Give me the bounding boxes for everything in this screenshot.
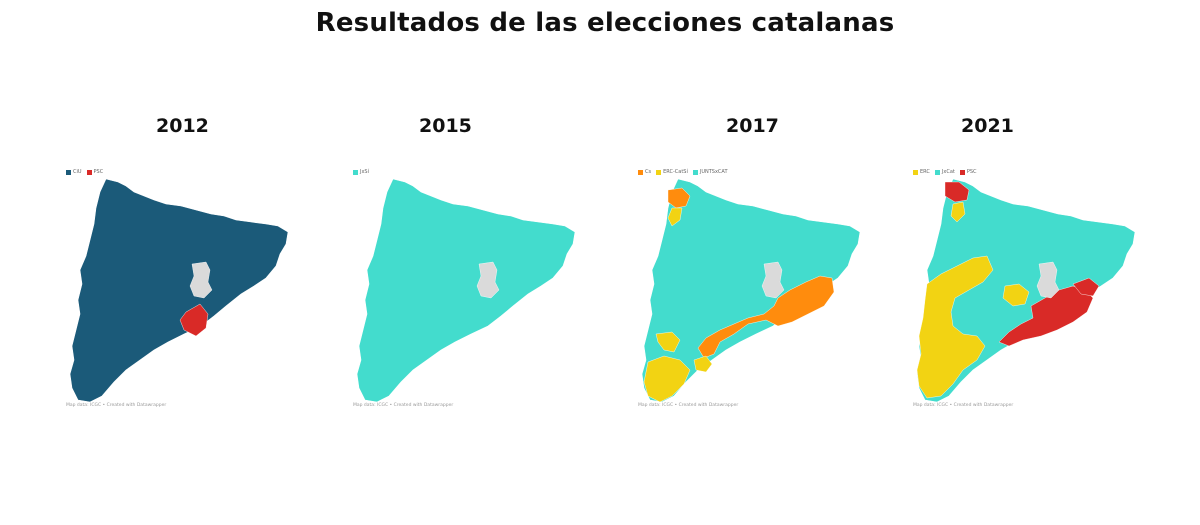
legend-item: ERC: [913, 169, 930, 175]
region-erc: [667, 207, 683, 227]
legend-item: JxCat: [934, 169, 955, 175]
map-year-label: 2017: [726, 115, 779, 137]
catalonia-region: [641, 178, 861, 403]
legend-item: Cs: [638, 169, 651, 175]
region-cs: [667, 187, 691, 209]
legend-label: JxCat: [941, 169, 955, 175]
legend-swatch: [353, 169, 358, 175]
map-legend: ERC JxCat PSC: [913, 169, 977, 175]
region-overlays: [916, 181, 1100, 399]
legend-label: JUNTSxCAT: [699, 169, 728, 175]
legend-label: ERC: [920, 169, 930, 175]
barcelona-city-area: [761, 261, 785, 299]
page-title: Resultados de las elecciones catalanas: [315, 8, 895, 38]
region-erc: [693, 355, 713, 373]
map-year-label: 2015: [419, 115, 472, 137]
map-panel-2015: 2015 JxSí Map data: ICGC • Created with …: [353, 110, 623, 430]
legend-swatch: [86, 169, 92, 175]
legend-item: CiU: [66, 169, 82, 175]
legend-item: ERC-CatSí: [656, 169, 688, 175]
catalonia-map: [916, 178, 1136, 403]
legend-label: Cs: [645, 169, 652, 175]
map-legend: JxSí: [353, 169, 369, 175]
map-year-label: 2012: [156, 115, 209, 137]
map-legend: Cs ERC-CatSí JUNTSxCAT: [638, 169, 728, 175]
legend-item: JUNTSxCAT: [692, 169, 728, 175]
catalonia-map: [356, 178, 576, 403]
catalonia-region: [356, 178, 576, 403]
region-cs: [697, 275, 835, 359]
legend-swatch: [66, 169, 71, 175]
region-erc: [950, 201, 966, 223]
catalonia-map: [69, 178, 289, 403]
map-legend: CiU PSC: [66, 169, 103, 175]
region-psc: [998, 285, 1094, 347]
map-panel-2021: 2021 ERC JxCat PSC Map data: ICGC • Crea…: [913, 110, 1183, 430]
map-panel-2017: 2017 Cs ERC-CatSí JUNTSxCAT Map data: IC…: [638, 110, 908, 430]
region-erc: [916, 255, 994, 399]
region-erc: [1002, 283, 1030, 307]
region-psc: [179, 303, 209, 337]
map-year-label: 2021: [961, 115, 1014, 137]
legend-swatch: [656, 169, 662, 175]
legend-swatch: [959, 169, 965, 175]
map-credit: Map data: ICGC • Created with Datawrappe…: [353, 403, 454, 408]
legend-swatch: [692, 169, 698, 175]
legend-item: JxSí: [353, 169, 369, 175]
legend-item: PSC: [959, 169, 977, 175]
legend-item: PSC: [86, 169, 104, 175]
map-credit: Map data: ICGC • Created with Datawrappe…: [913, 403, 1014, 408]
catalonia-map: [641, 178, 861, 403]
legend-swatch: [934, 169, 940, 175]
catalonia-region: [69, 178, 289, 403]
map-panel-2012: 2012 CiU PSC Map data: ICGC • Created wi…: [66, 110, 336, 430]
map-credit: Map data: ICGC • Created with Datawrappe…: [638, 403, 739, 408]
legend-label: PSC: [93, 169, 104, 175]
legend-swatch: [638, 169, 643, 175]
region-erc: [643, 355, 691, 403]
map-credit: Map data: ICGC • Created with Datawrappe…: [66, 403, 167, 408]
region-psc: [944, 181, 970, 203]
barcelona-city-area: [189, 261, 213, 299]
legend-label: CiU: [73, 169, 82, 175]
legend-label: ERC-CatSí: [663, 169, 688, 175]
barcelona-city-area: [1036, 261, 1060, 299]
legend-label: JxSí: [360, 169, 369, 175]
legend-label: PSC: [966, 169, 977, 175]
region-erc: [655, 331, 681, 353]
region-psc: [1072, 277, 1100, 297]
region-overlays: [643, 187, 835, 403]
barcelona-city-area: [476, 261, 500, 299]
region-overlays: [179, 303, 209, 337]
legend-swatch: [913, 169, 918, 175]
